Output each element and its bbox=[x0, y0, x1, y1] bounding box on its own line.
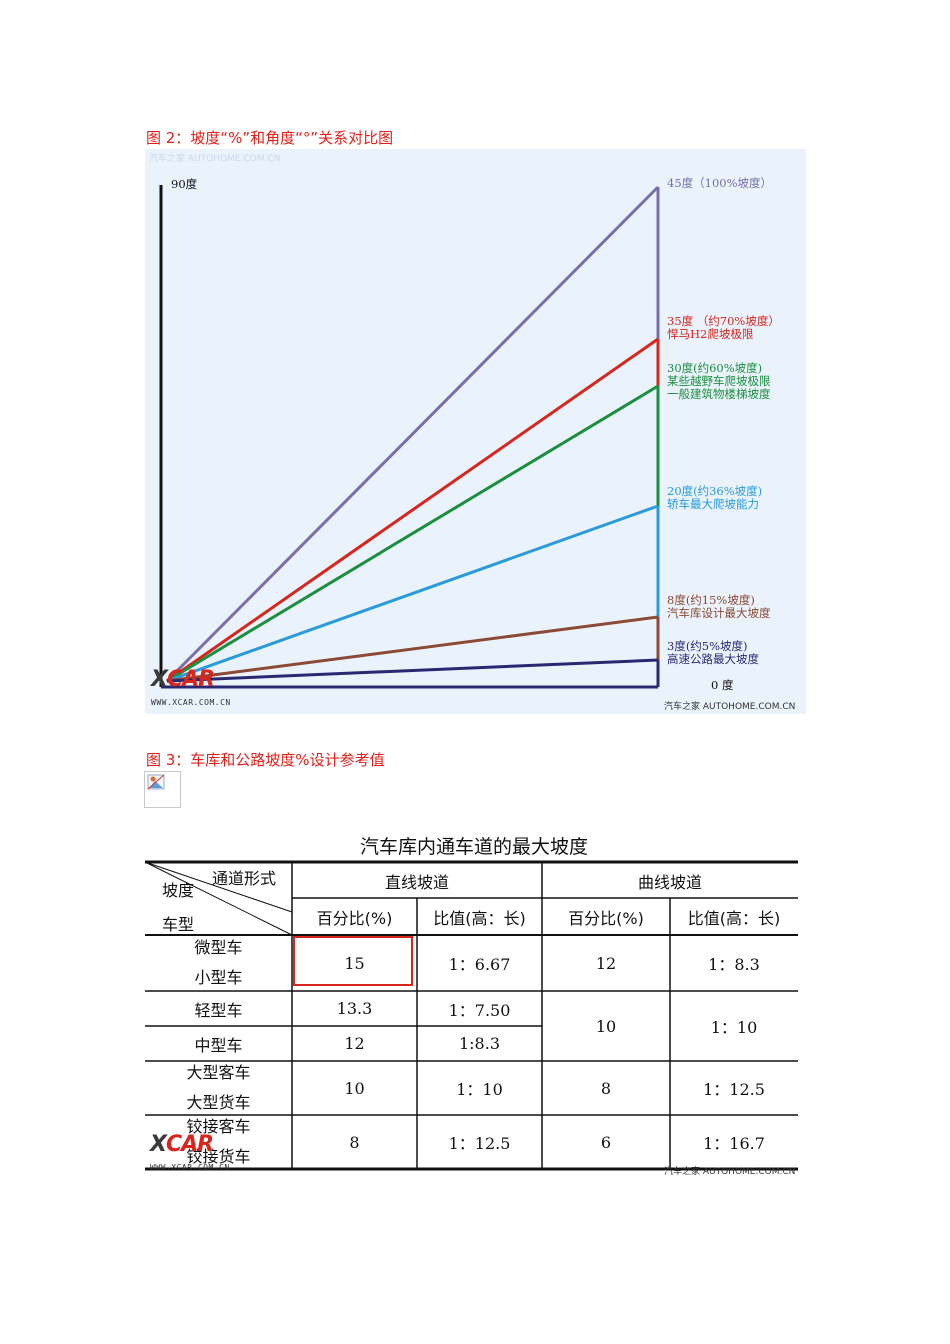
label-0-degree: 0 度 bbox=[711, 678, 734, 692]
cell-curve-ratio: 1：16.7 bbox=[703, 1134, 765, 1153]
cell-curve-pct: 12 bbox=[595, 953, 617, 973]
slope-line-8 bbox=[166, 615, 659, 683]
slope-line-30 bbox=[166, 384, 659, 683]
corner-header-vehicle: 车型 bbox=[162, 915, 195, 934]
faint-watermark: 汽车之家 AUTOHOME.COM.CN bbox=[149, 154, 281, 164]
table-grid bbox=[144, 860, 798, 1171]
header-curved-ratio: 比值(高：长) bbox=[687, 908, 781, 928]
slope-label-line: 汽车库设计最大坡度 bbox=[667, 606, 771, 620]
slope-label-line: 悍马H2爬坡极限 bbox=[667, 327, 754, 341]
header-straight-ramp: 直线坡道 bbox=[384, 873, 449, 892]
label-30: 30度(约60%坡度) 某些越野车爬坡极限 一般建筑物楼梯坡度 bbox=[667, 362, 771, 401]
cell-straight-ratio: 1：6.67 bbox=[448, 955, 511, 974]
vehicle-type: 小型车 bbox=[194, 968, 243, 987]
slope-label-line: 45度（100%坡度） bbox=[667, 176, 773, 190]
slope-line-45 bbox=[165, 185, 660, 683]
vehicle-type: 铰接客车 bbox=[186, 1117, 251, 1136]
slope-line-20 bbox=[166, 504, 659, 683]
row-type-large: 大型客车 大型货车 bbox=[145, 1061, 292, 1115]
cell-straight-pct: 8 bbox=[349, 1132, 360, 1152]
corner-header-slope: 坡度 bbox=[162, 881, 195, 900]
vehicle-type: 铰接货车 bbox=[186, 1147, 251, 1166]
row-type-medium: 中型车 bbox=[194, 1035, 243, 1055]
slope-label-line: 高速公路最大坡度 bbox=[667, 652, 759, 666]
label-35: 35度 （约70%坡度） 悍马H2爬坡极限 bbox=[667, 315, 780, 341]
vehicle-type: 微型车 bbox=[194, 938, 243, 957]
slope-diagram bbox=[159, 185, 660, 689]
vehicle-type: 大型货车 bbox=[186, 1093, 251, 1112]
cell-straight-pct: 13.3 bbox=[336, 999, 373, 1018]
header-straight-ratio: 比值(高：长) bbox=[433, 908, 526, 928]
ramp-slope-table-figure: 汽车库内通车道的最大坡度 通道形式 坡度 车型 直线坡道 曲线坡道 百分比(%)… bbox=[144, 826, 804, 1178]
cell-curve-pct-merged: 10 bbox=[595, 1016, 617, 1036]
xcar-url: WWW.XCAR.COM.CN bbox=[150, 1163, 230, 1172]
xcar-logo: XCAR bbox=[150, 1132, 214, 1157]
header-straight-percent: 百分比(%) bbox=[316, 908, 393, 928]
cell-straight-pct: 10 bbox=[344, 1078, 365, 1098]
slope-angle-figure: 汽车之家 AUTOHOME.COM.CN 90度 0 度 45度（100%坡度）… bbox=[145, 149, 806, 714]
cell-straight-pct: 15 bbox=[344, 953, 365, 973]
cell-straight-ratio: 1：10 bbox=[456, 1080, 503, 1099]
figure3-caption: 图 3：车库和公路坡度%设计参考值 bbox=[146, 751, 385, 769]
cell-curve-ratio: 1：8.3 bbox=[708, 955, 760, 974]
highlight-box bbox=[293, 936, 413, 986]
row-type-mini-small: 微型车 小型车 bbox=[145, 935, 292, 991]
autohome-watermark: 汽车之家 AUTOHOME.COM.CN bbox=[664, 1167, 796, 1177]
vehicle-type: 大型客车 bbox=[186, 1063, 251, 1082]
slope-label-line: 一般建筑物楼梯坡度 bbox=[667, 387, 771, 401]
label-3: 3度(约5%坡度) 高速公路最大坡度 bbox=[667, 640, 759, 666]
cell-curve-pct: 6 bbox=[600, 1132, 612, 1152]
label-45: 45度（100%坡度） bbox=[667, 177, 772, 190]
slope-label-line: 8度(约15%坡度) bbox=[667, 593, 755, 607]
slope-label-line: 30度(约60%坡度) bbox=[667, 361, 763, 375]
slope-label-line: 35度 （约70%坡度） bbox=[667, 314, 780, 328]
slope-label-line: 轿车最大爬坡能力 bbox=[667, 497, 759, 511]
row-type-light: 轻型车 bbox=[194, 1000, 243, 1020]
xcar-url: WWW.XCAR.COM.CN bbox=[151, 698, 231, 707]
cell-straight-ratio: 1：12.5 bbox=[448, 1134, 511, 1153]
table-title: 汽车库内通车道的最大坡度 bbox=[359, 836, 588, 858]
label-8: 8度(约15%坡度) 汽车库设计最大坡度 bbox=[667, 594, 771, 620]
cell-curve-pct: 8 bbox=[600, 1078, 612, 1098]
corner-header-channel: 通道形式 bbox=[212, 869, 277, 888]
slope-label-line: 20度(约36%坡度) bbox=[667, 484, 763, 498]
slope-label-line: 3度(约5%坡度) bbox=[667, 639, 748, 653]
cell-curve-ratio-merged: 1：10 bbox=[710, 1018, 758, 1037]
cell-straight-ratio: 1：7.50 bbox=[448, 1000, 511, 1020]
slope-line-3 bbox=[166, 658, 659, 683]
cell-straight-pct: 12 bbox=[344, 1034, 365, 1053]
broken-image-glyph bbox=[147, 774, 165, 790]
cell-curve-ratio: 1：12.5 bbox=[703, 1080, 765, 1099]
label-20: 20度(约36%坡度) 轿车最大爬坡能力 bbox=[667, 485, 762, 511]
broken-image-icon bbox=[144, 771, 181, 808]
header-curved-percent: 百分比(%) bbox=[568, 908, 644, 928]
row-type-articulated: 铰接客车 铰接货车 bbox=[145, 1115, 292, 1169]
slope-label-line: 某些越野车爬坡极限 bbox=[667, 374, 771, 388]
slope-line-35 bbox=[166, 337, 659, 683]
cell-straight-ratio: 1:8.3 bbox=[458, 1034, 500, 1053]
xcar-logo: XCAR bbox=[151, 667, 215, 692]
figure2-caption: 图 2：坡度“%”和角度“°”关系对比图 bbox=[146, 129, 394, 147]
label-90-degree: 90度 bbox=[171, 177, 198, 191]
header-curved-ramp: 曲线坡道 bbox=[637, 873, 702, 892]
autohome-watermark: 汽车之家 AUTOHOME.COM.CN bbox=[664, 702, 796, 712]
